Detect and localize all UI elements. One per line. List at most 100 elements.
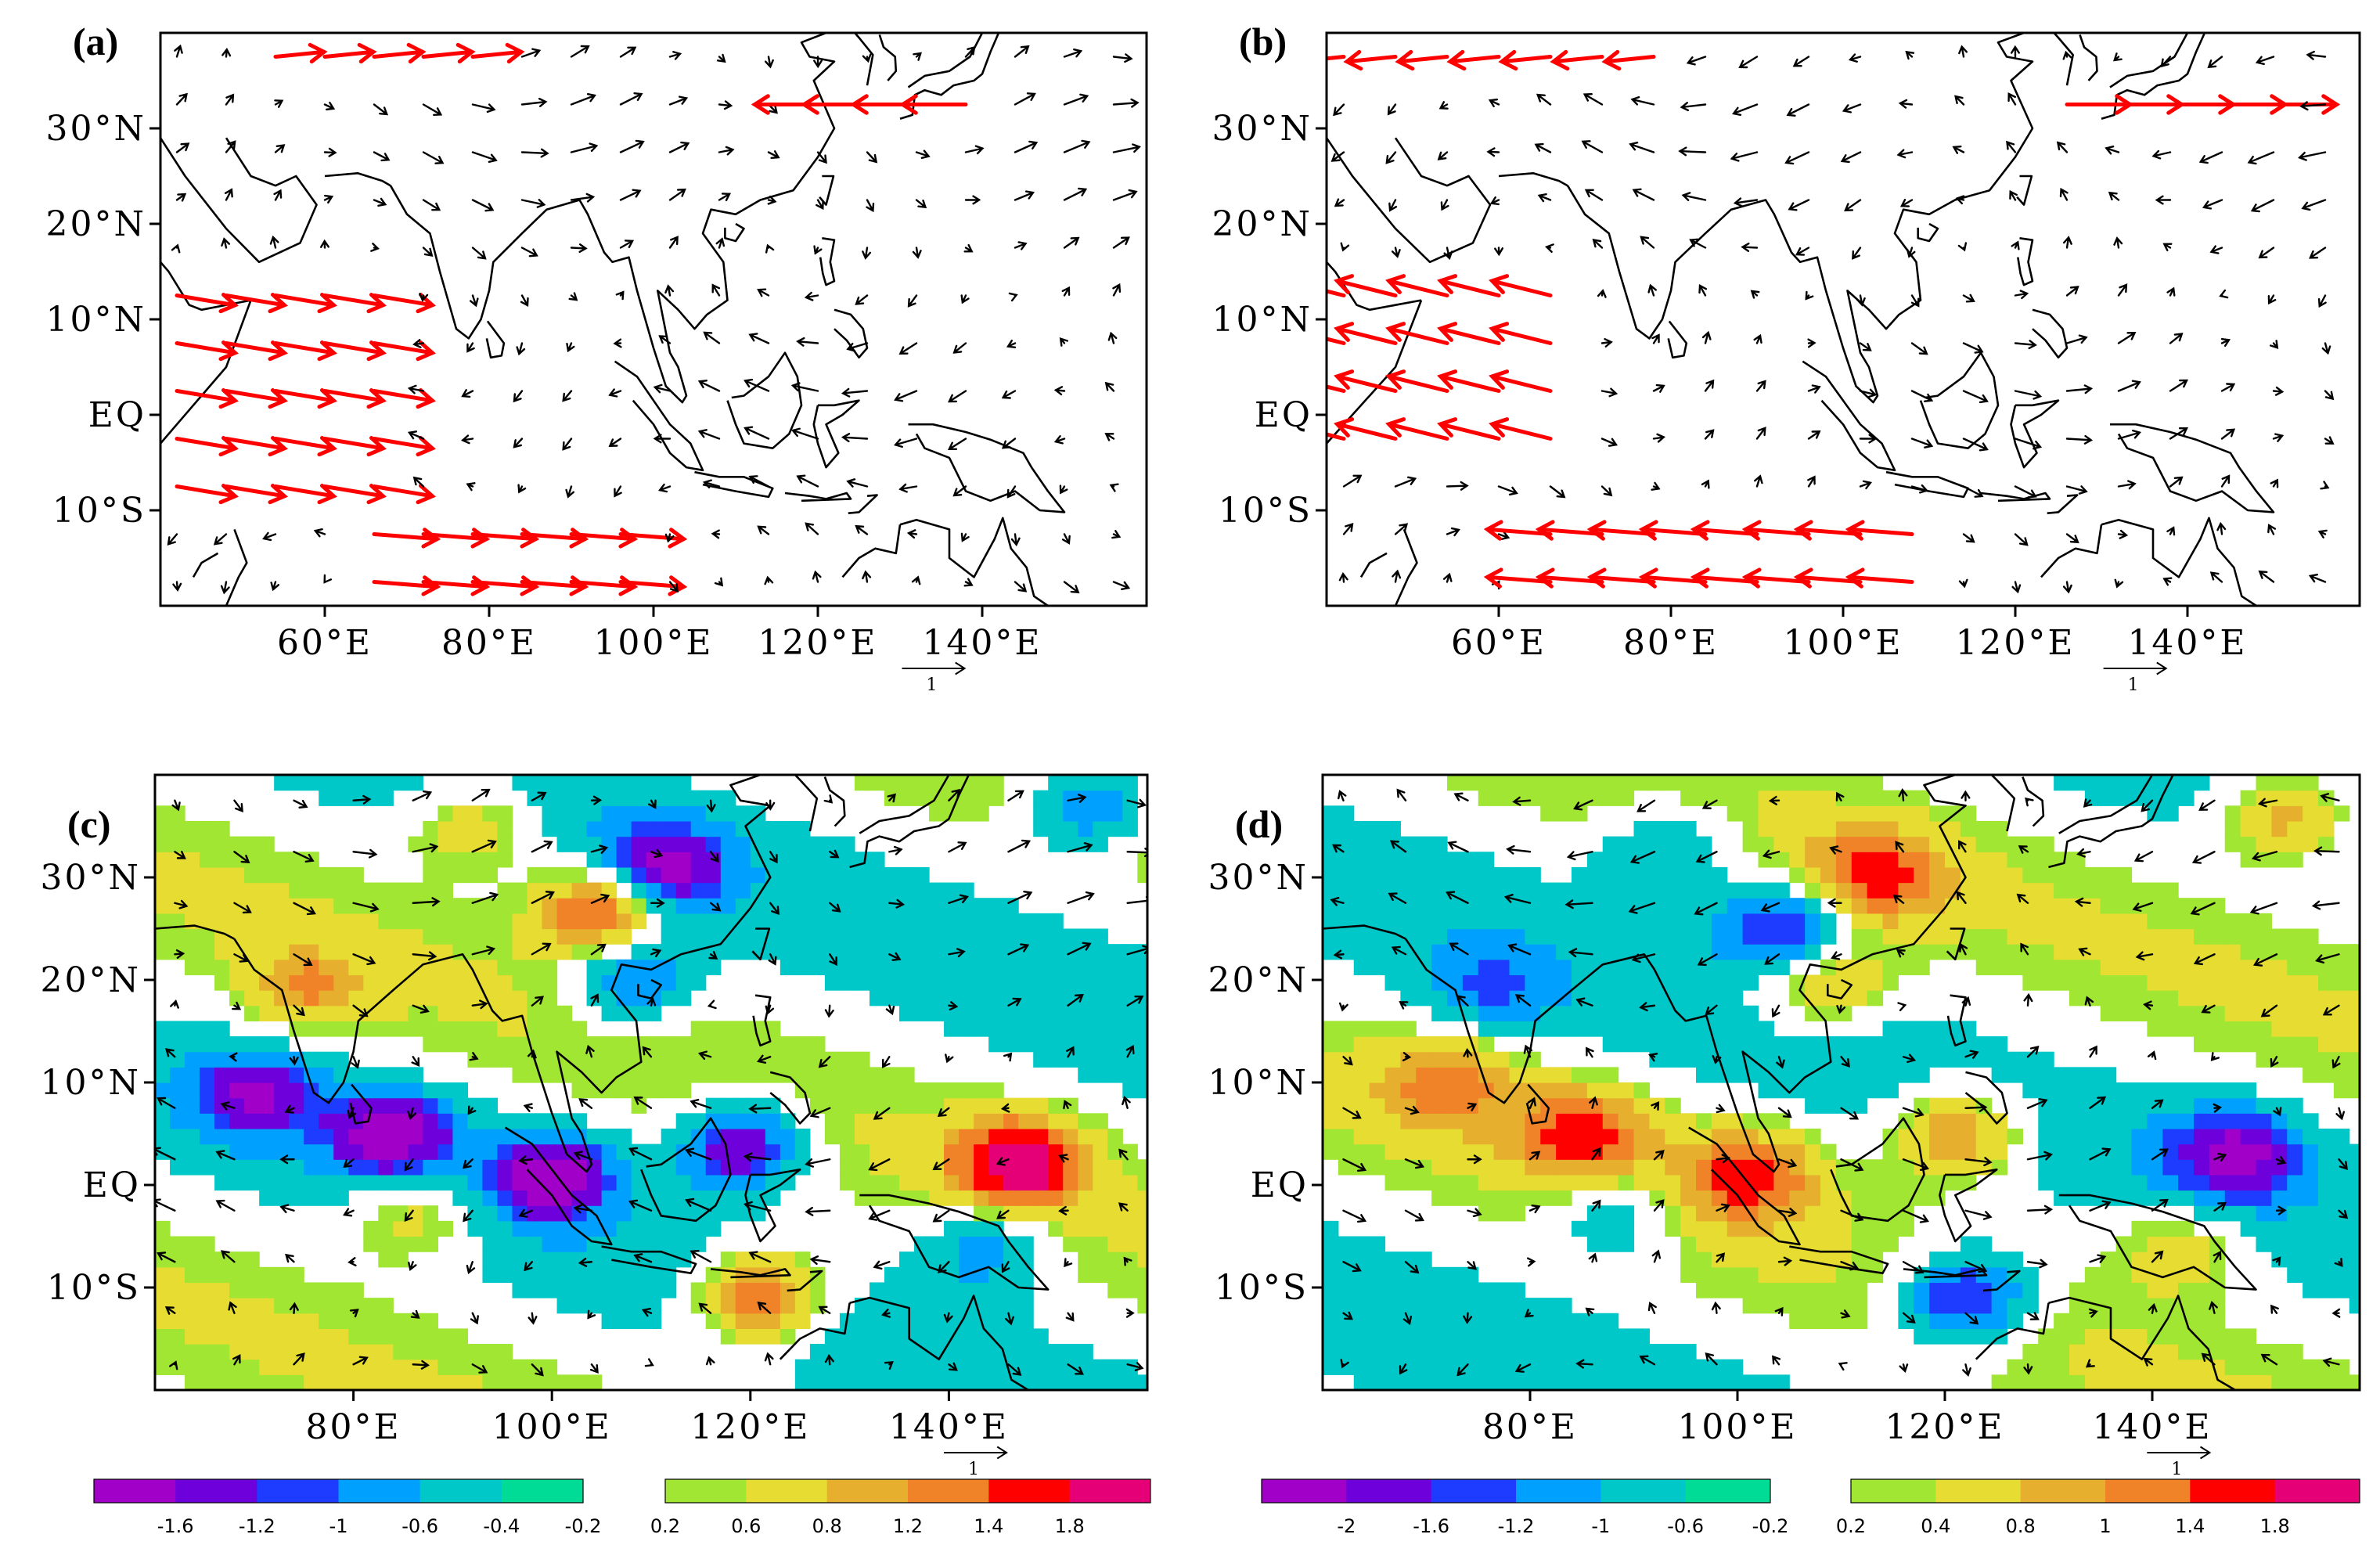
wind-vector — [471, 999, 488, 1010]
contour-cell — [1462, 1190, 1479, 1206]
wind-vector — [412, 476, 425, 488]
contour-cell — [1078, 1374, 1093, 1390]
contour-cell — [437, 1359, 453, 1375]
wind-vector — [1486, 147, 1500, 157]
wind-vector — [2270, 478, 2279, 488]
contour-cell — [2147, 1082, 2163, 1099]
contour-cell — [1726, 790, 1744, 806]
contour-cell — [675, 1205, 692, 1222]
wind-vector — [1842, 103, 1862, 113]
contour-cell — [497, 1143, 513, 1160]
contour-cell — [1851, 1282, 1868, 1298]
contour-cell — [690, 898, 707, 914]
wind-vector — [1895, 841, 1905, 853]
contour-cell — [631, 882, 647, 899]
contour-cell — [1018, 1113, 1034, 1129]
contour-cell — [1665, 836, 1681, 852]
contour-cell — [1353, 928, 1370, 945]
contour-cell — [1462, 1328, 1479, 1345]
contour-cell — [1063, 1190, 1078, 1206]
contour-cell — [1711, 1205, 1728, 1222]
wind-vector — [1840, 1107, 1860, 1120]
contour-cell — [2084, 913, 2101, 930]
contour-cell — [2115, 1143, 2133, 1160]
contour-cell — [408, 1097, 423, 1114]
contour-cell — [2131, 959, 2148, 976]
wind-vector — [2018, 845, 2029, 854]
contour-cell — [1323, 820, 1339, 837]
contour-cell — [1018, 974, 1034, 991]
contour-cell — [2054, 1374, 2070, 1390]
contour-cell — [974, 1359, 989, 1375]
contour-cell — [2349, 1067, 2360, 1083]
contour-cell — [155, 1236, 171, 1252]
contour-cell — [929, 1082, 945, 1099]
contour-cell — [1696, 990, 1712, 1007]
contour-cell — [1649, 1021, 1665, 1037]
wind-vector — [1463, 1048, 1473, 1058]
contour-cell — [378, 1067, 394, 1083]
coastline — [601, 1245, 697, 1274]
contour-cell — [482, 1128, 499, 1145]
coastline — [2048, 1295, 2236, 1390]
contour-cell — [200, 1344, 215, 1360]
contour-cell — [1063, 1159, 1078, 1176]
contour-cell — [1914, 1067, 1930, 1083]
contour-cell — [1493, 1159, 1510, 1176]
wind-vector — [743, 1152, 772, 1162]
coastlines-b — [1327, 33, 2275, 606]
coastline — [854, 33, 874, 86]
contour-cell — [601, 1205, 618, 1222]
contour-cell — [348, 790, 364, 806]
contour-cell — [2318, 790, 2335, 806]
contour-cell — [735, 1251, 751, 1268]
wind-vector — [1404, 1261, 1420, 1274]
contour-cell — [2054, 882, 2070, 899]
contour-cell — [750, 1298, 766, 1314]
contour-cell — [1602, 1236, 1619, 1252]
contour-cell — [1063, 1128, 1078, 1145]
wind-vector — [2210, 1052, 2220, 1061]
contour-cell — [1493, 882, 1510, 899]
contour-cell — [2318, 820, 2335, 837]
contour-cell — [2224, 1005, 2241, 1021]
contour-cell — [1758, 1251, 1774, 1268]
contour-cell — [646, 1067, 662, 1083]
contour-cell — [1929, 1266, 1946, 1284]
contour-cell — [944, 1190, 960, 1206]
contour-cell — [378, 974, 394, 991]
contour-cell — [185, 959, 200, 976]
contour-cell — [542, 1021, 558, 1037]
wind-vector — [1899, 199, 1914, 207]
contour-cell — [2349, 1236, 2360, 1252]
contour-cell — [2194, 1159, 2210, 1176]
contour-cell — [467, 805, 484, 822]
contour-cell — [2022, 1082, 2039, 1099]
contour-cell — [646, 974, 662, 991]
contour-cell — [765, 1298, 781, 1314]
contour-cell — [363, 944, 379, 960]
contour-cell — [2069, 1097, 2086, 1114]
wind-vector — [221, 237, 231, 249]
contour-cell — [1003, 944, 1019, 960]
contour-cell — [1018, 1328, 1034, 1345]
contour-cell — [1680, 1036, 1697, 1053]
contour-cell — [1416, 1298, 1432, 1314]
wind-vector — [2166, 526, 2176, 536]
contour-cell — [497, 1251, 513, 1268]
contour-cell — [1431, 990, 1448, 1007]
contour-cell — [1975, 928, 1993, 945]
wind-vector — [790, 427, 819, 440]
wind-vector — [1777, 1208, 1798, 1217]
wind-vector — [323, 194, 334, 204]
contour-cell — [1107, 1021, 1123, 1037]
contour-cell — [1726, 1266, 1744, 1284]
contour-cell — [1618, 1220, 1635, 1237]
contour-cell — [899, 1251, 915, 1268]
wind-vector — [1964, 1209, 1993, 1220]
wind-vector — [293, 851, 315, 863]
contour-cell — [1416, 990, 1432, 1007]
contour-cell — [2115, 1282, 2133, 1298]
contour-cell — [974, 805, 989, 822]
contour-cell — [437, 944, 453, 960]
